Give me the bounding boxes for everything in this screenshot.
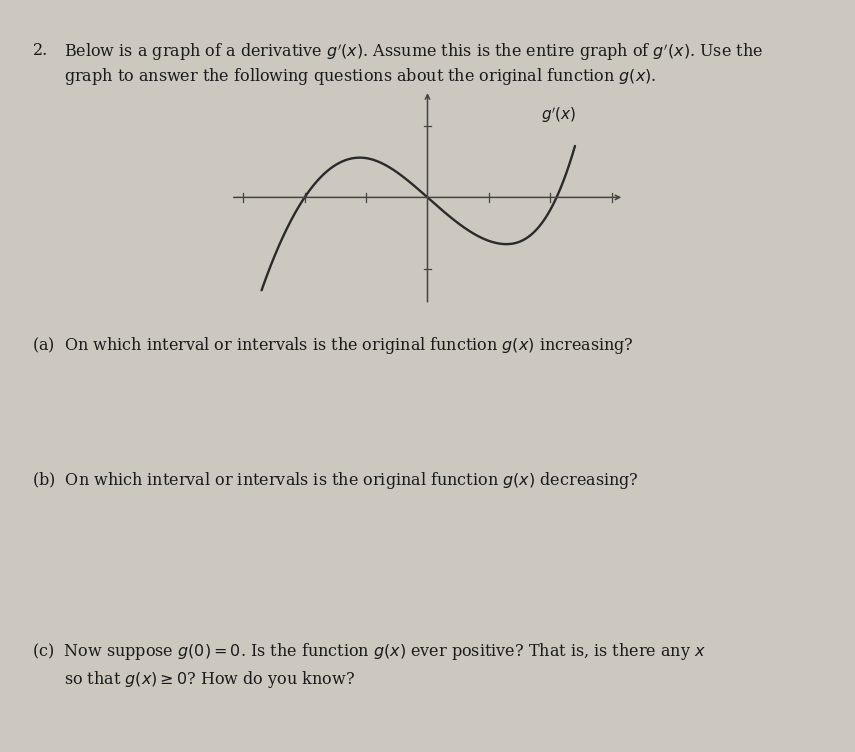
Text: 2.: 2. [32, 42, 48, 59]
Text: graph to answer the following questions about the original function $g(x)$.: graph to answer the following questions … [64, 66, 657, 87]
Text: so that $g(x) \geq 0$? How do you know?: so that $g(x) \geq 0$? How do you know? [64, 669, 355, 690]
Text: (a)  On which interval or intervals is the original function $g(x)$ increasing?: (a) On which interval or intervals is th… [32, 335, 634, 356]
Text: (b)  On which interval or intervals is the original function $g(x)$ decreasing?: (b) On which interval or intervals is th… [32, 470, 640, 491]
Text: Below is a graph of a derivative $g'(x)$. Assume this is the entire graph of $g': Below is a graph of a derivative $g'(x)$… [64, 42, 764, 63]
Text: $g'(x)$: $g'(x)$ [541, 105, 576, 125]
Text: (c)  Now suppose $g(0) = 0$. Is the function $g(x)$ ever positive? That is, is t: (c) Now suppose $g(0) = 0$. Is the funct… [32, 641, 706, 662]
